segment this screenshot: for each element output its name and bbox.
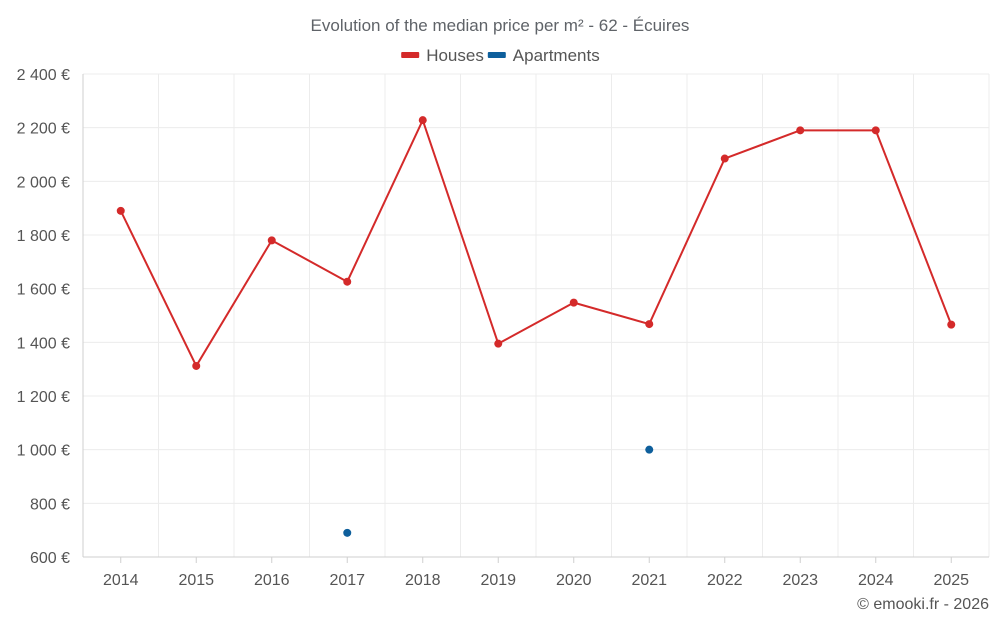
data-point[interactable] (343, 528, 352, 537)
x-tick-label: 2025 (933, 572, 969, 589)
x-tick-label: 2014 (103, 572, 139, 589)
legend-swatch (401, 52, 420, 58)
data-point[interactable] (645, 320, 654, 329)
chart-title: Evolution of the median price per m² - 6… (311, 16, 690, 35)
data-point[interactable] (720, 154, 729, 163)
data-point[interactable] (418, 116, 427, 125)
series (116, 116, 956, 537)
data-point[interactable] (871, 126, 880, 135)
x-tick-label: 2022 (707, 572, 743, 589)
y-tick-label: 1 600 € (17, 282, 70, 299)
series-line (119, 119, 953, 367)
credit: © emooki.fr - 2026 (857, 596, 989, 613)
data-point[interactable] (796, 126, 805, 135)
y-tick-label: 600 € (30, 550, 70, 567)
legend-label: Apartments (513, 46, 600, 65)
legend-label: Houses (426, 46, 484, 65)
x-tick-label: 2021 (631, 572, 667, 589)
x-tick-label: 2023 (782, 572, 818, 589)
x-tick-label: 2017 (329, 572, 365, 589)
data-point[interactable] (645, 445, 654, 454)
y-tick-label: 800 € (30, 496, 70, 513)
data-point[interactable] (494, 339, 503, 348)
x-tick-label: 2016 (254, 572, 290, 589)
y-tick-label: 1 800 € (17, 228, 70, 245)
x-tick-label: 2019 (480, 572, 516, 589)
data-point[interactable] (116, 206, 125, 215)
data-point[interactable] (569, 298, 578, 307)
data-point[interactable] (267, 236, 276, 245)
y-tick-label: 1 200 € (17, 389, 70, 406)
series-apartments (343, 445, 654, 537)
data-point[interactable] (192, 361, 201, 370)
y-tick-label: 2 200 € (17, 121, 70, 138)
x-tick-label: 2024 (858, 572, 894, 589)
series-houses (116, 116, 956, 370)
grid (83, 73, 990, 557)
legend-item-apartments[interactable]: Apartments (487, 46, 600, 65)
axes: 600 € 800 € 1 000 € 1 200 € 1 400 € 1 600 € 1 … (17, 67, 989, 589)
y-tick-label: 1 400 € (17, 335, 70, 352)
y-tick-label: 2 400 € (17, 67, 70, 84)
legend-swatch (487, 52, 506, 58)
x-tick-label: 2018 (405, 572, 441, 589)
legend-item-houses[interactable]: Houses (401, 46, 484, 65)
y-tick-label: 1 000 € (17, 443, 70, 460)
data-point[interactable] (343, 277, 352, 286)
data-point[interactable] (947, 320, 956, 329)
legend: Houses Apartments (401, 46, 600, 65)
y-tick-label: 2 000 € (17, 174, 70, 191)
x-tick-label: 2015 (178, 572, 214, 589)
x-tick-label: 2020 (556, 572, 592, 589)
